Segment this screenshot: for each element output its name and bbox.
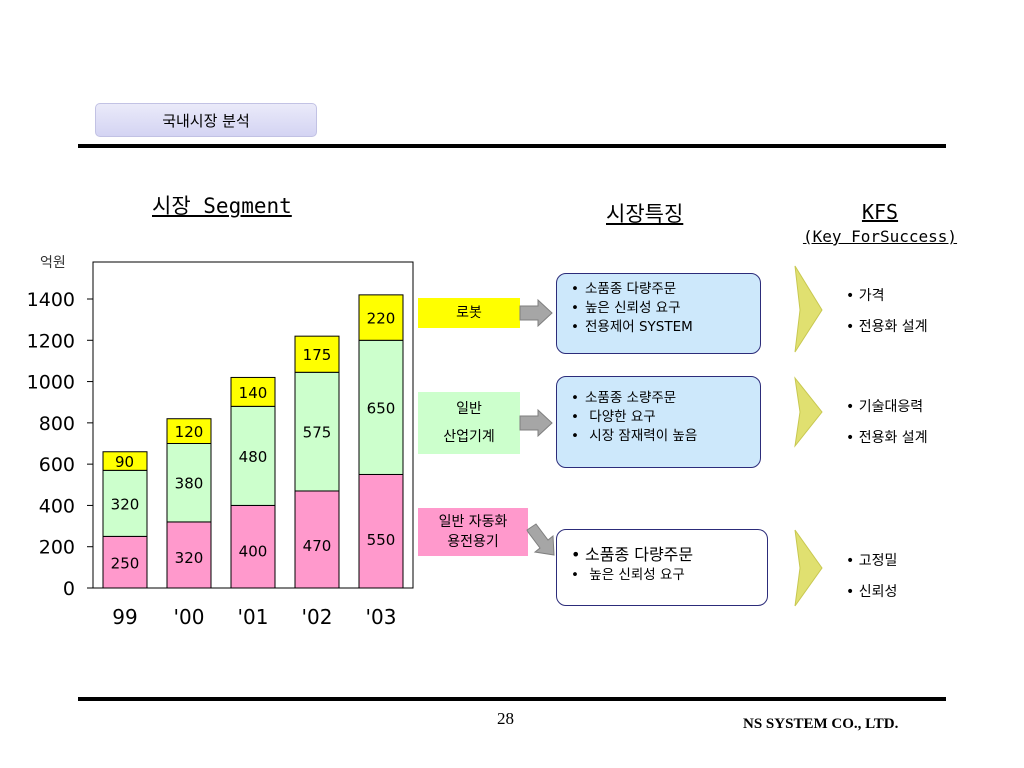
bar-segment [358,473,404,589]
y-tick-label: 600 [39,454,75,476]
chevron-robot-icon [794,265,823,353]
feature-item: • 시장 잠재력이 높음 [571,428,698,444]
kfs-item: • 전용화 설계 [846,319,928,335]
kfs-item: • 고정밀 [846,553,898,569]
header-rule [78,144,946,148]
kfs-subheading: (Key ForSuccess) [802,227,958,246]
chevron-general-icon [794,376,823,448]
chevron-auto-icon [794,529,823,607]
y-tick-label: 800 [39,413,75,435]
kfs-item: • 신뢰성 [846,584,898,600]
x-tick-label: '02 [302,605,333,629]
kfs-auto-list: • 고정밀 • 신뢰성 [846,546,897,608]
kfs-item: • 가격 [846,288,885,304]
features-heading: 시장특징 [606,202,684,226]
feature-item: • 소품종 다량주문 [571,545,694,564]
x-tick-label: '00 [174,605,205,629]
segment-auto-line-1: 일반 자동화 [438,514,508,530]
feature-item: • 다양한 요구 [571,409,656,425]
bar-value-label: 120 [175,423,204,441]
bar-segment [358,294,404,341]
bar-value-label: 175 [303,346,332,364]
feature-item: • 높은 신뢰성 요구 [571,567,685,583]
arrow-robot-icon [519,298,553,328]
bar-value-label: 320 [111,495,140,513]
kfs-item: • 기술대응력 [846,399,924,415]
bar-segment [294,371,340,492]
arrow-general-icon [519,408,553,438]
y-tick-label: 1200 [27,330,75,352]
section-badge-label: 국내시장 분석 [162,111,250,130]
features-auto-box: • 소품종 다량주문 • 높은 신뢰성 요구 [556,529,768,606]
x-tick-label: '01 [238,605,269,629]
segment-heading: 시장 Segment [152,194,292,218]
segment-robot: 로봇 [418,298,520,328]
features-general-box: • 소품종 소량주문 • 다양한 요구 • 시장 잠재력이 높음 [556,376,761,468]
kfs-heading: KFS [861,200,899,224]
kfs-item: • 전용화 설계 [846,430,928,446]
feature-item: • 전용제어 SYSTEM [571,319,693,335]
feature-item: • 소품종 소량주문 [571,390,677,406]
bar-value-label: 650 [367,399,396,417]
y-tick-label: 0 [63,578,75,600]
bar-value-label: 480 [239,448,268,466]
kfs-general-list: • 기술대응력 • 전용화 설계 [846,392,928,454]
y-tick-label: 400 [39,495,75,517]
y-tick-label: 1000 [27,372,75,394]
bar-value-label: 470 [303,537,332,555]
y-tick-label: 200 [39,537,75,559]
feature-item: • 높은 신뢰성 요구 [571,300,681,316]
bar-value-label: 320 [175,549,204,567]
segment-general-line-1: 일반 [456,401,482,417]
bar-segment [166,443,212,523]
feature-item: • 소품종 다량주문 [571,281,677,297]
y-axis-unit: 억원 [40,255,66,271]
y-tick-label: 1400 [27,289,75,311]
bar-value-label: 250 [111,554,140,572]
page-number: 28 [497,709,514,728]
bar-value-label: 550 [367,531,396,549]
x-tick-label: 99 [112,605,137,629]
segment-automation-vessel: 일반 자동화 용전용기 [418,508,528,556]
bar-segment [102,469,148,537]
bar-value-label: 380 [175,475,204,493]
bar-value-label: 90 [115,453,134,471]
bar-segment [294,335,340,373]
bar-segment [102,451,148,471]
kfs-robot-list: • 가격 • 전용화 설계 [846,281,928,343]
company-name: NS SYSTEM CO., LTD. [743,716,899,732]
footer-rule [78,697,946,701]
bar-value-label: 220 [367,310,396,328]
x-tick-label: '03 [366,605,397,629]
segment-robot-line-1: 로봇 [456,305,482,321]
bar-segment [230,376,276,407]
bar-segment [166,418,212,445]
features-robot-box: • 소품종 다량주문 • 높은 신뢰성 요구 • 전용제어 SYSTEM [556,273,761,354]
segment-general-line-2: 산업기계 [443,429,495,445]
arrow-auto-icon [526,523,555,556]
segment-auto-line-2: 용전용기 [447,534,499,550]
bar-segment [294,490,340,589]
bar-value-label: 575 [303,424,332,442]
bar-segment [230,504,276,589]
bar-value-label: 400 [239,543,268,561]
section-badge: 국내시장 분석 [95,103,317,137]
segment-general-machinery: 일반 산업기계 [418,392,520,454]
bar-value-label: 140 [239,384,268,402]
